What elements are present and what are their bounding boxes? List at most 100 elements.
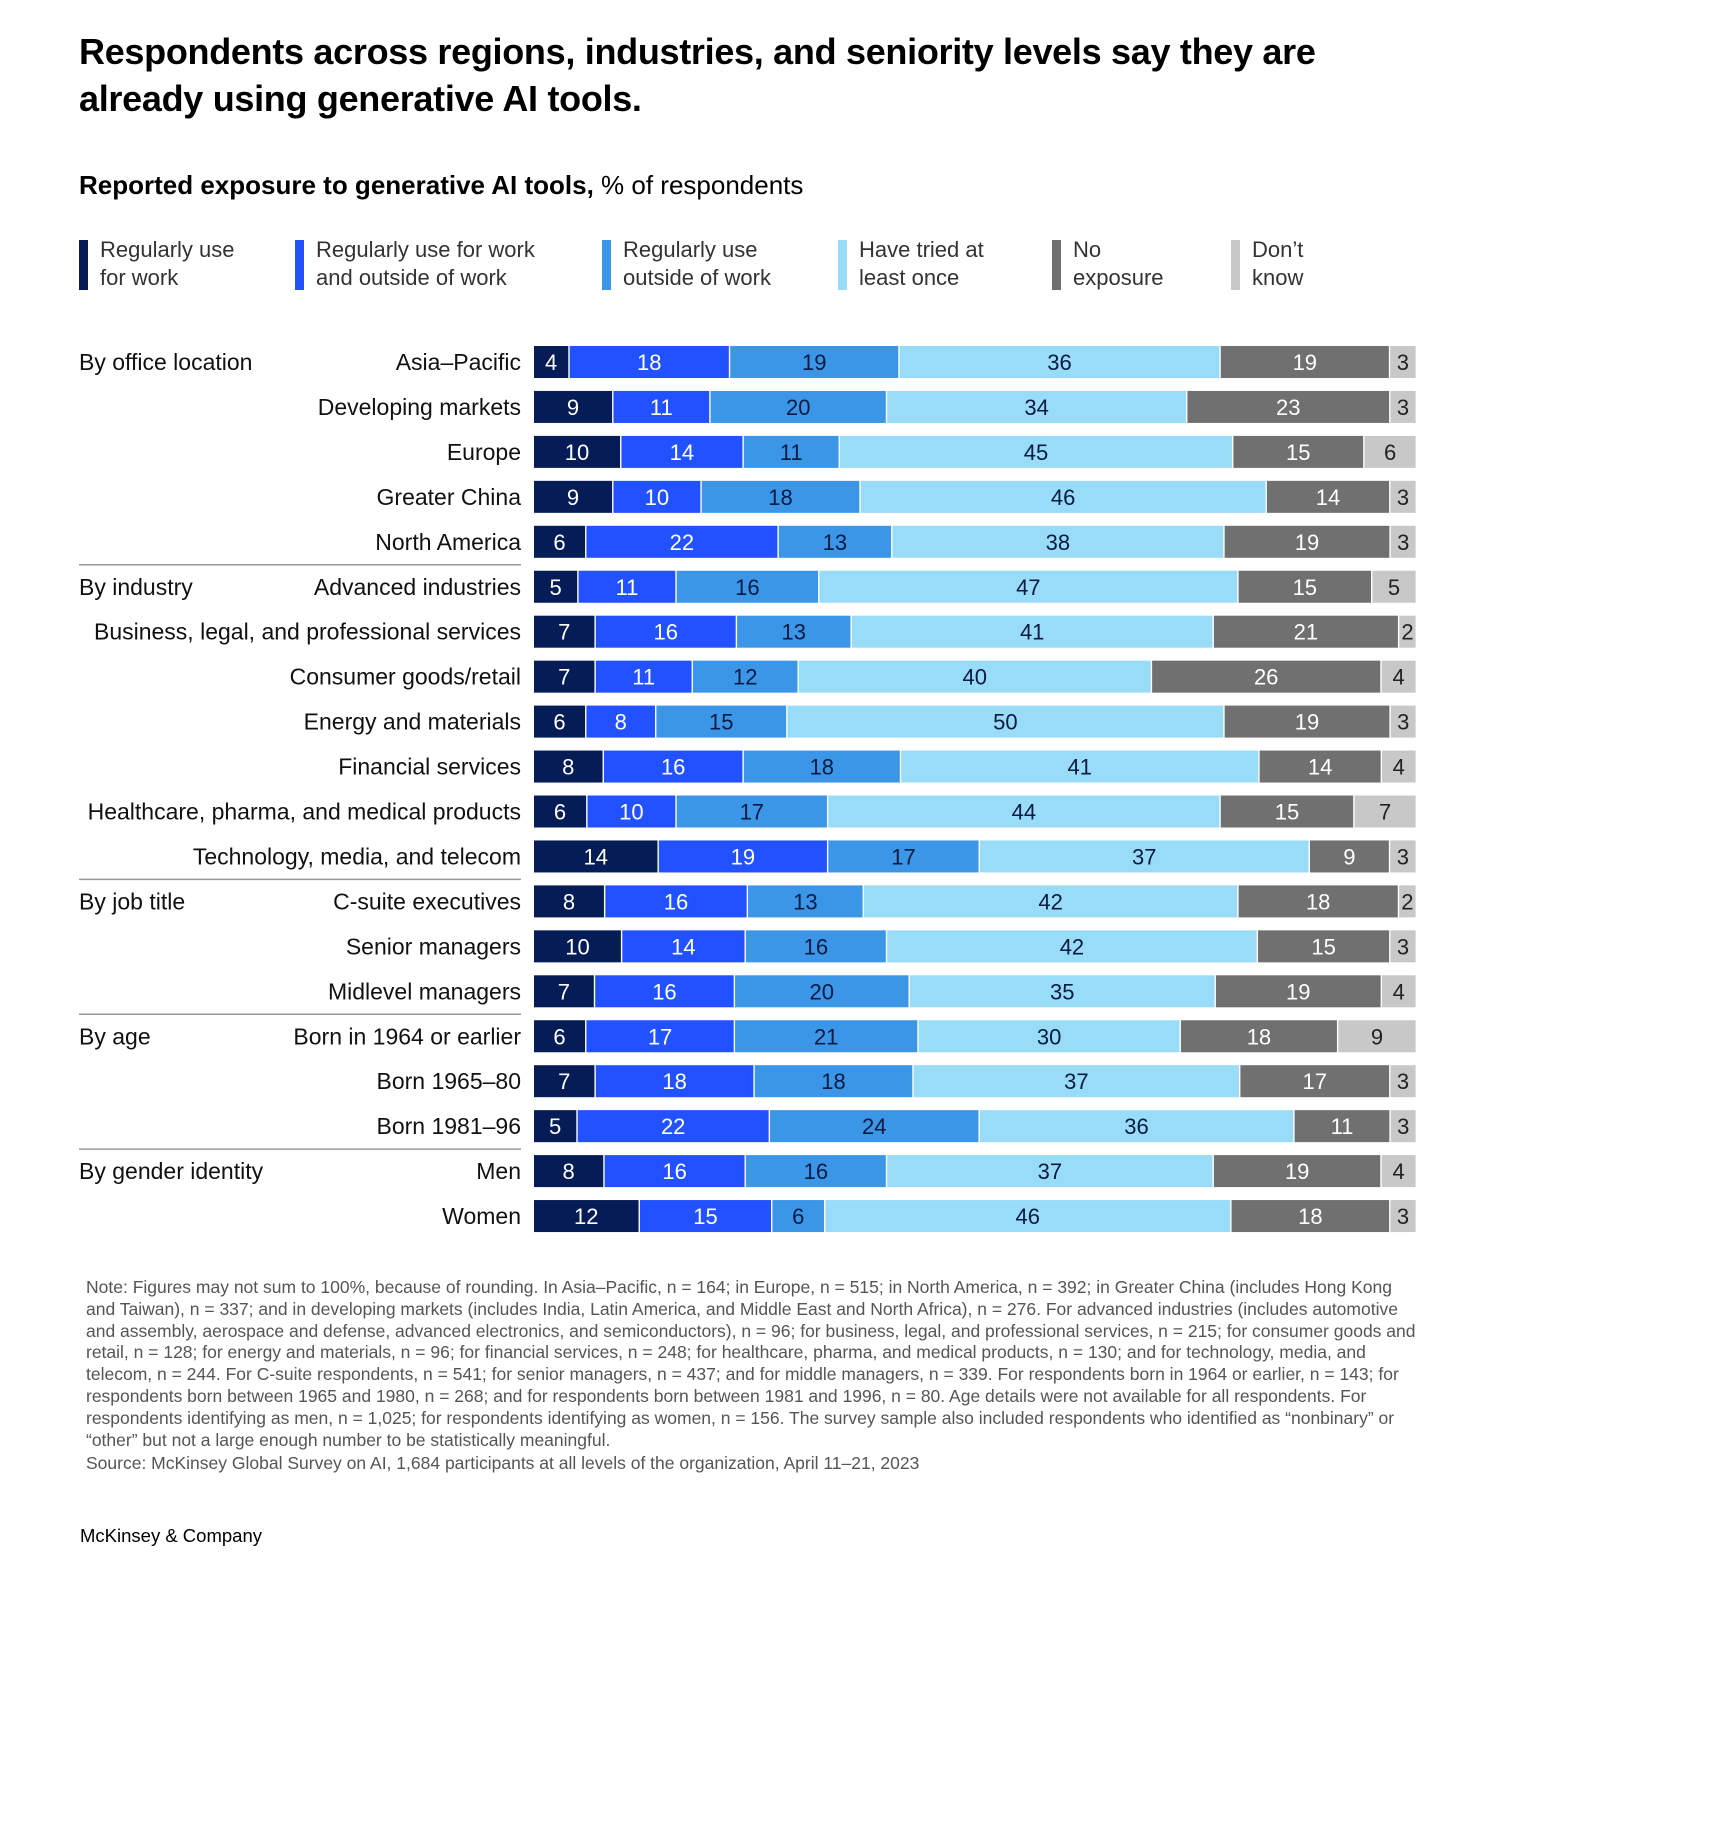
bar-segment	[701, 480, 860, 513]
bar-segment	[743, 435, 839, 468]
bar-segment	[1187, 390, 1390, 423]
bar-segment	[1390, 390, 1416, 423]
data-label: 3	[1397, 1204, 1409, 1229]
legend-swatch	[602, 240, 611, 290]
data-label: 17	[740, 800, 764, 825]
legend-swatch	[838, 240, 847, 290]
bar-segment	[1382, 750, 1416, 783]
data-label: 4	[1393, 979, 1405, 1004]
data-label: 46	[1016, 1204, 1040, 1229]
bar-segment	[778, 525, 892, 558]
bar-segment	[772, 1200, 824, 1233]
bar-segment	[1240, 1065, 1390, 1098]
legend-swatch	[1231, 240, 1240, 290]
data-label: 15	[1293, 575, 1317, 600]
data-label: 37	[1064, 1069, 1088, 1094]
data-label: 18	[810, 755, 834, 780]
bar-segment	[534, 525, 586, 558]
bar-segment	[534, 885, 604, 918]
bar-segment	[534, 390, 613, 423]
bar-segment	[1220, 795, 1354, 828]
chart-subtitle: Reported exposure to generative AI tools…	[79, 168, 803, 202]
bar-segment	[586, 705, 655, 738]
row-label: Financial services	[338, 754, 521, 780]
bar-segment	[737, 615, 851, 648]
row-label: Business, legal, and professional servic…	[94, 619, 521, 645]
row-label: Europe	[447, 439, 521, 465]
bar-segment	[745, 930, 886, 963]
bar-segment	[534, 750, 603, 783]
row-label: Energy and materials	[304, 709, 521, 735]
bar-segment	[534, 795, 587, 828]
bar-segment	[622, 930, 745, 963]
row-label: North America	[375, 529, 521, 555]
legend-label: Regularly use for work and outside of wo…	[316, 237, 535, 290]
bar-segment	[1338, 1020, 1416, 1053]
bar-segment	[1390, 1110, 1416, 1143]
data-label: 10	[565, 934, 589, 959]
data-label: 45	[1024, 440, 1048, 465]
data-label: 6	[554, 800, 566, 825]
data-label: 11	[650, 395, 673, 420]
data-label: 4	[1393, 755, 1405, 780]
bar-segment	[979, 840, 1309, 873]
data-label: 16	[661, 755, 685, 780]
data-label: 2	[1401, 620, 1413, 645]
data-label: 36	[1124, 1114, 1148, 1139]
bar-segment	[586, 1020, 734, 1053]
bar-segment	[1233, 435, 1364, 468]
bar-segment	[621, 435, 743, 468]
bar-segment	[1382, 975, 1416, 1008]
data-label: 14	[671, 934, 695, 959]
group-label: By job title	[79, 888, 185, 914]
bar-segment	[676, 570, 819, 603]
bar-segment	[1213, 615, 1398, 648]
bar-segment	[710, 390, 886, 423]
data-label: 3	[1397, 1114, 1409, 1139]
data-label: 34	[1024, 395, 1048, 420]
data-label: 7	[558, 979, 570, 1004]
bar-segment	[534, 1065, 595, 1098]
data-label: 16	[804, 934, 828, 959]
data-label: 10	[565, 440, 589, 465]
row-label: Born 1981–96	[376, 1113, 521, 1139]
data-label: 3	[1397, 844, 1409, 869]
row-label: Born in 1964 or earlier	[293, 1023, 521, 1049]
bar-segment	[1372, 570, 1416, 603]
data-label: 15	[1311, 934, 1335, 959]
data-label: 8	[562, 755, 574, 780]
row-label: Women	[442, 1203, 521, 1229]
bar-segment	[901, 750, 1259, 783]
bar-segment	[1354, 795, 1416, 828]
data-label: 42	[1060, 934, 1084, 959]
data-label: 19	[731, 844, 755, 869]
data-label: 30	[1037, 1024, 1061, 1049]
data-label: 40	[963, 665, 987, 690]
bar-segment	[656, 705, 787, 738]
data-label: 9	[567, 485, 579, 510]
data-label: 16	[804, 1159, 828, 1184]
data-label: 13	[782, 620, 806, 645]
bar-segment	[735, 1020, 918, 1053]
bar-segment	[1215, 975, 1381, 1008]
data-label: 15	[709, 710, 733, 735]
bar-segment	[819, 570, 1238, 603]
row-label: Developing markets	[318, 394, 521, 420]
legend-label: Have tried at least once	[859, 237, 984, 290]
bar-segment	[534, 346, 569, 378]
row-label: Technology, media, and telecom	[193, 843, 521, 869]
bar-segment	[1152, 660, 1381, 693]
bar-segment	[534, 1110, 577, 1143]
data-label: 7	[558, 665, 570, 690]
bar-segment	[1220, 346, 1389, 378]
data-label: 6	[553, 530, 565, 555]
bar-segment	[730, 346, 899, 378]
data-label: 35	[1050, 979, 1074, 1004]
bar-segment	[745, 1155, 886, 1188]
legend-swatch	[79, 240, 88, 290]
bar-segment	[1390, 525, 1416, 558]
data-label: 11	[632, 665, 655, 690]
legend-swatch	[1052, 240, 1061, 290]
bar-segment	[1390, 840, 1416, 873]
bar-segment	[534, 975, 594, 1008]
